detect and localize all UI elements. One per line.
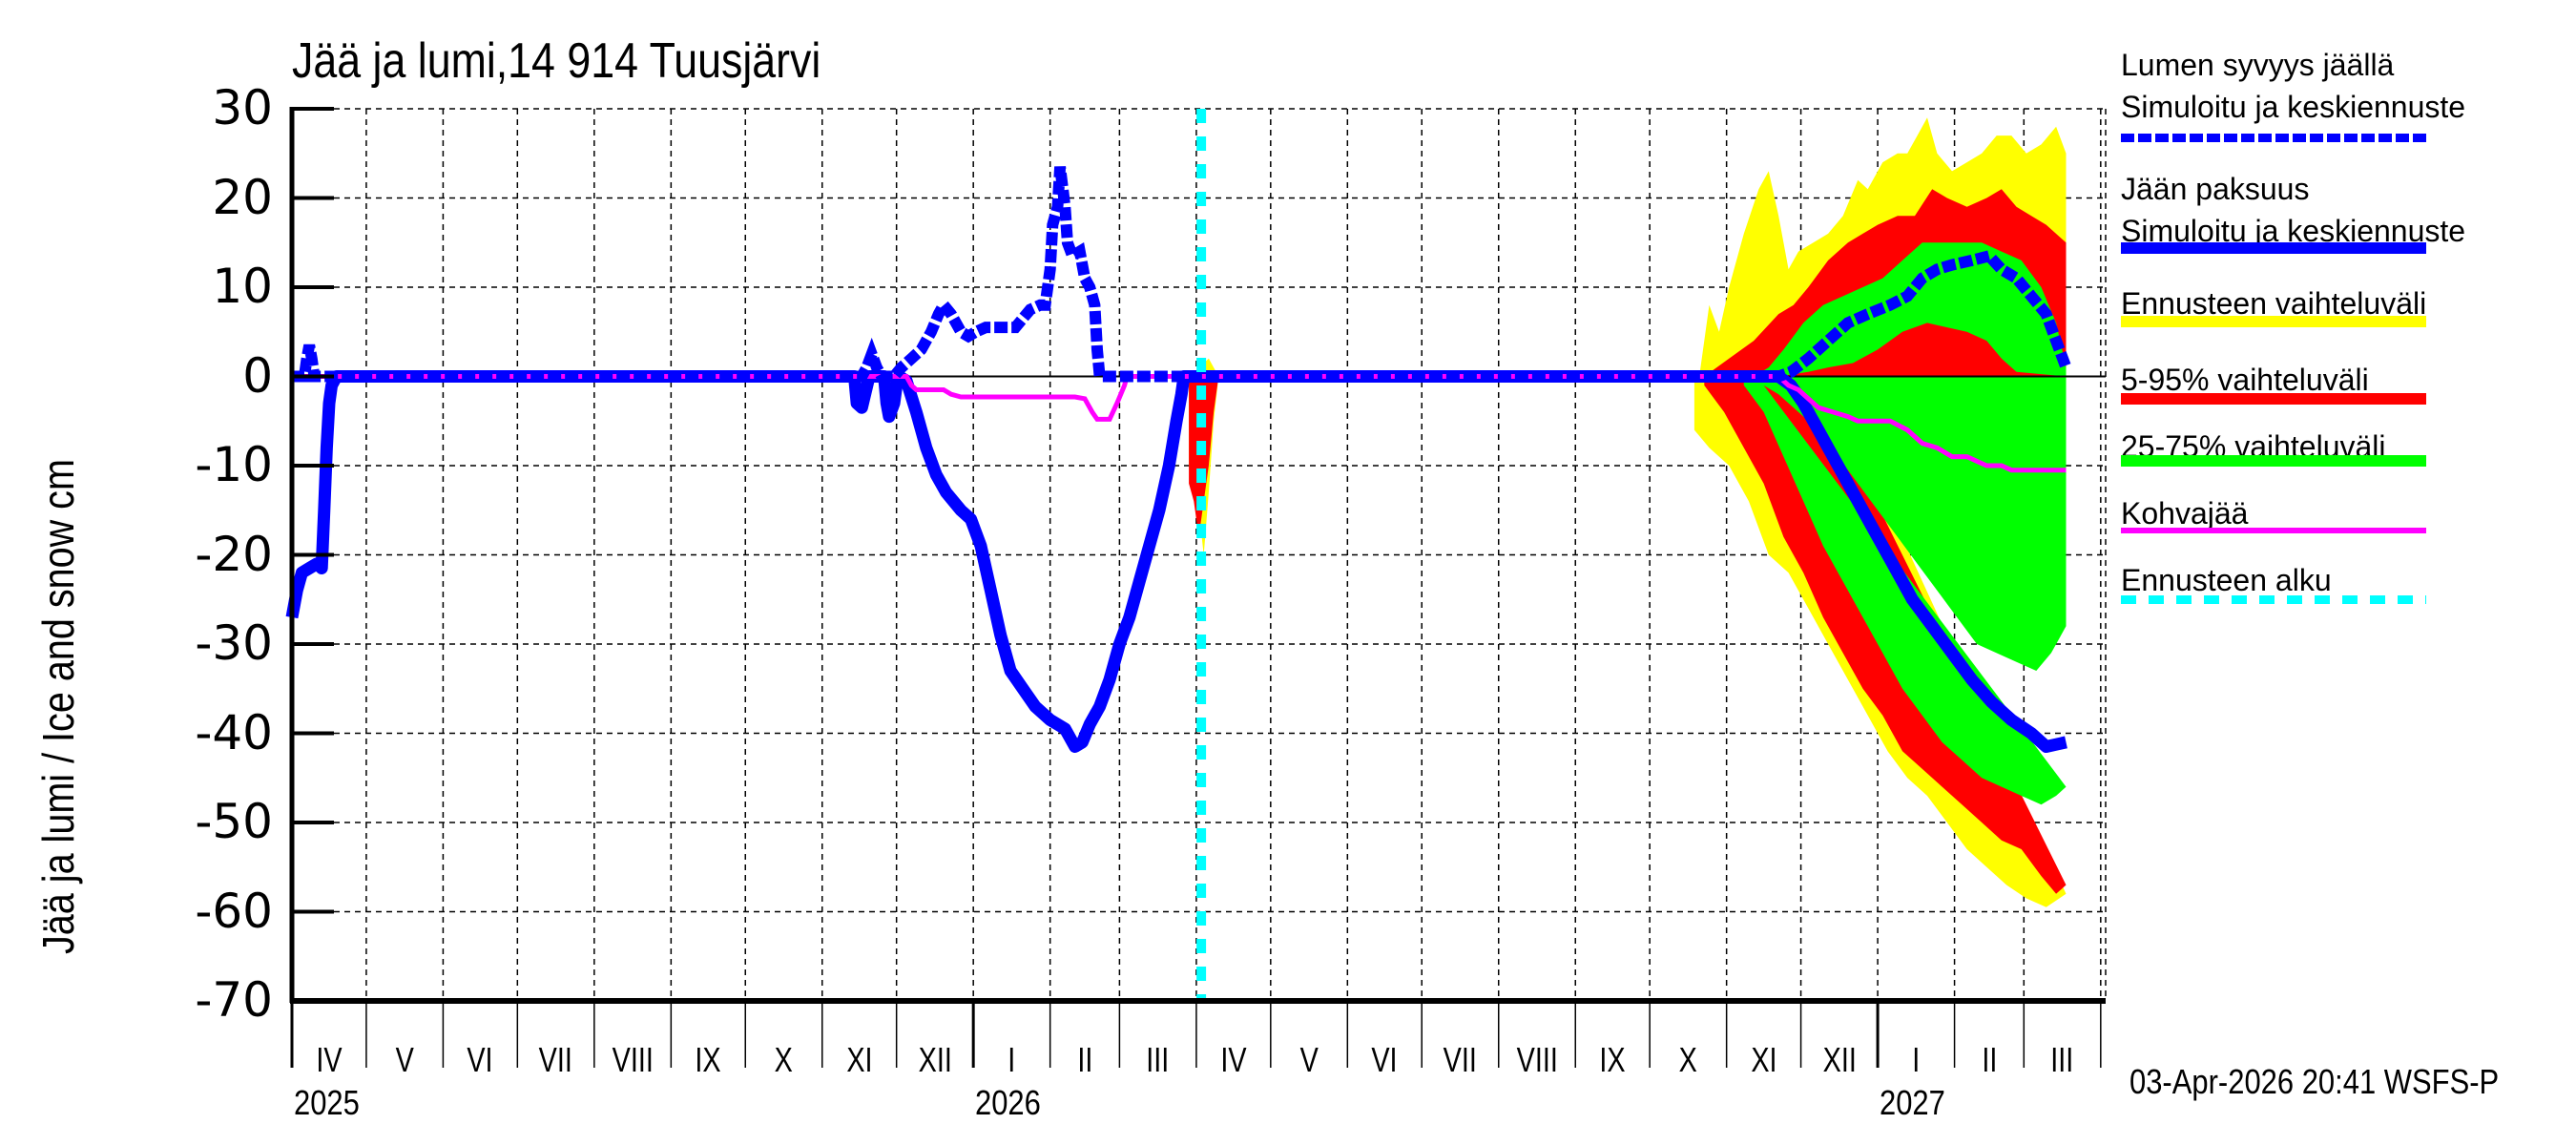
y-tick-label: 30 [212, 80, 273, 135]
month-label: IX [1599, 1040, 1626, 1079]
month-label: VII [538, 1040, 573, 1079]
month-label: VIII [612, 1040, 654, 1079]
month-label: I [1008, 1040, 1016, 1079]
legend-sublabel: Simuloitu ja keskiennuste [2121, 90, 2466, 124]
year-label: 2025 [294, 1083, 360, 1122]
legend-swatch [2121, 595, 2426, 604]
month-label: XI [846, 1040, 873, 1079]
month-label: I [1912, 1040, 1921, 1079]
month-label: III [1146, 1040, 1170, 1079]
year-label: 2027 [1880, 1083, 1945, 1122]
y-tick-label: 20 [212, 169, 273, 225]
forecast-band [1189, 376, 1219, 537]
month-label: XI [1750, 1040, 1777, 1079]
month-label: VIII [1516, 1040, 1558, 1079]
legend-swatch [2121, 528, 2426, 533]
legend-swatch [2121, 393, 2426, 405]
legend-label: 5-95% vaihteluväli [2121, 363, 2369, 397]
chart-title: Jää ja lumi,14 914 Tuusjärvi [292, 33, 821, 89]
legend-swatch [2121, 455, 2426, 467]
month-label: II [1981, 1040, 1997, 1079]
month-label: VI [1371, 1040, 1398, 1079]
y-axis-label: Jää ja lumi / Ice and snow cm [33, 459, 83, 954]
legend-label: Ennusteen alku [2121, 563, 2332, 597]
y-tick-label: -40 [195, 704, 273, 760]
month-label: XII [918, 1040, 952, 1079]
timestamp: 03-Apr-2026 20:41 WSFS-P [2129, 1062, 2500, 1101]
year-label: 2026 [975, 1083, 1042, 1122]
month-label: XII [1822, 1040, 1857, 1079]
y-tick-label: -50 [195, 794, 273, 849]
legend-label: Ennusteen vaihteluväli [2121, 286, 2427, 321]
month-label: X [1678, 1040, 1697, 1079]
legend-swatch [2121, 242, 2426, 254]
y-tick-label: 10 [212, 259, 273, 314]
slush-ice-line [292, 374, 2067, 473]
y-tick-label: -60 [195, 883, 273, 939]
y-tick-label: -20 [195, 526, 273, 582]
legend-label: Jään paksuus [2121, 172, 2310, 206]
month-label: IV [1220, 1040, 1247, 1079]
month-label: III [2050, 1040, 2074, 1079]
month-label: V [1299, 1040, 1319, 1079]
y-tick-label: -10 [195, 437, 273, 492]
legend-label: Lumen syvyys jäällä [2121, 48, 2395, 82]
y-tick-label: -30 [195, 615, 273, 671]
month-label: X [774, 1040, 794, 1079]
month-label: VI [467, 1040, 493, 1079]
legend-swatch [2121, 134, 2426, 142]
legend-label: Kohvajää [2121, 496, 2249, 531]
legend-swatch [2121, 316, 2426, 327]
month-label: VII [1443, 1040, 1478, 1079]
y-tick-label: -70 [195, 972, 273, 1028]
month-label: II [1077, 1040, 1093, 1079]
month-label: V [395, 1040, 414, 1079]
y-tick-label: 0 [242, 347, 273, 404]
month-label: IX [695, 1040, 721, 1079]
month-label: IV [316, 1040, 343, 1079]
